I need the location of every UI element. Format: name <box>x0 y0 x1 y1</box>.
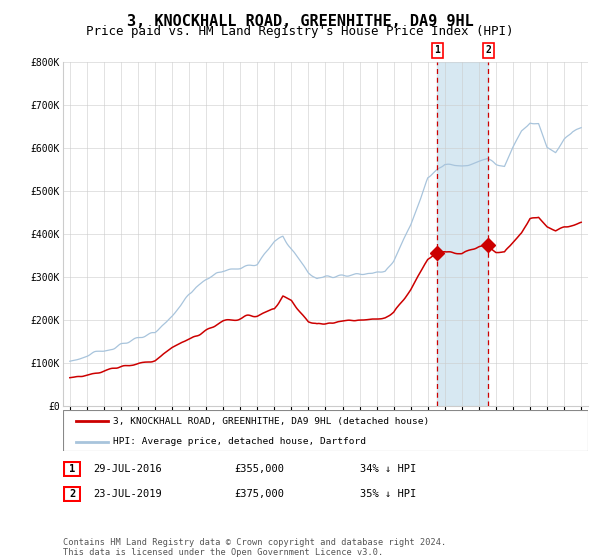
Text: HPI: Average price, detached house, Dartford: HPI: Average price, detached house, Dart… <box>113 437 366 446</box>
Text: 2: 2 <box>485 45 491 55</box>
Text: £375,000: £375,000 <box>234 489 284 499</box>
Text: 1: 1 <box>69 464 75 474</box>
FancyBboxPatch shape <box>64 462 80 477</box>
Text: 35% ↓ HPI: 35% ↓ HPI <box>360 489 416 499</box>
Text: 3, KNOCKHALL ROAD, GREENHITHE, DA9 9HL: 3, KNOCKHALL ROAD, GREENHITHE, DA9 9HL <box>127 14 473 29</box>
Text: 34% ↓ HPI: 34% ↓ HPI <box>360 464 416 474</box>
FancyBboxPatch shape <box>63 410 588 451</box>
Text: 1: 1 <box>434 45 440 55</box>
Text: 3, KNOCKHALL ROAD, GREENHITHE, DA9 9HL (detached house): 3, KNOCKHALL ROAD, GREENHITHE, DA9 9HL (… <box>113 417 429 426</box>
Text: 23-JUL-2019: 23-JUL-2019 <box>93 489 162 499</box>
Text: Contains HM Land Registry data © Crown copyright and database right 2024.
This d: Contains HM Land Registry data © Crown c… <box>63 538 446 557</box>
Text: 2: 2 <box>69 489 75 499</box>
Text: Price paid vs. HM Land Registry's House Price Index (HPI): Price paid vs. HM Land Registry's House … <box>86 25 514 38</box>
Text: 29-JUL-2016: 29-JUL-2016 <box>93 464 162 474</box>
Bar <box>437 62 488 406</box>
FancyBboxPatch shape <box>64 487 80 501</box>
Text: £355,000: £355,000 <box>234 464 284 474</box>
